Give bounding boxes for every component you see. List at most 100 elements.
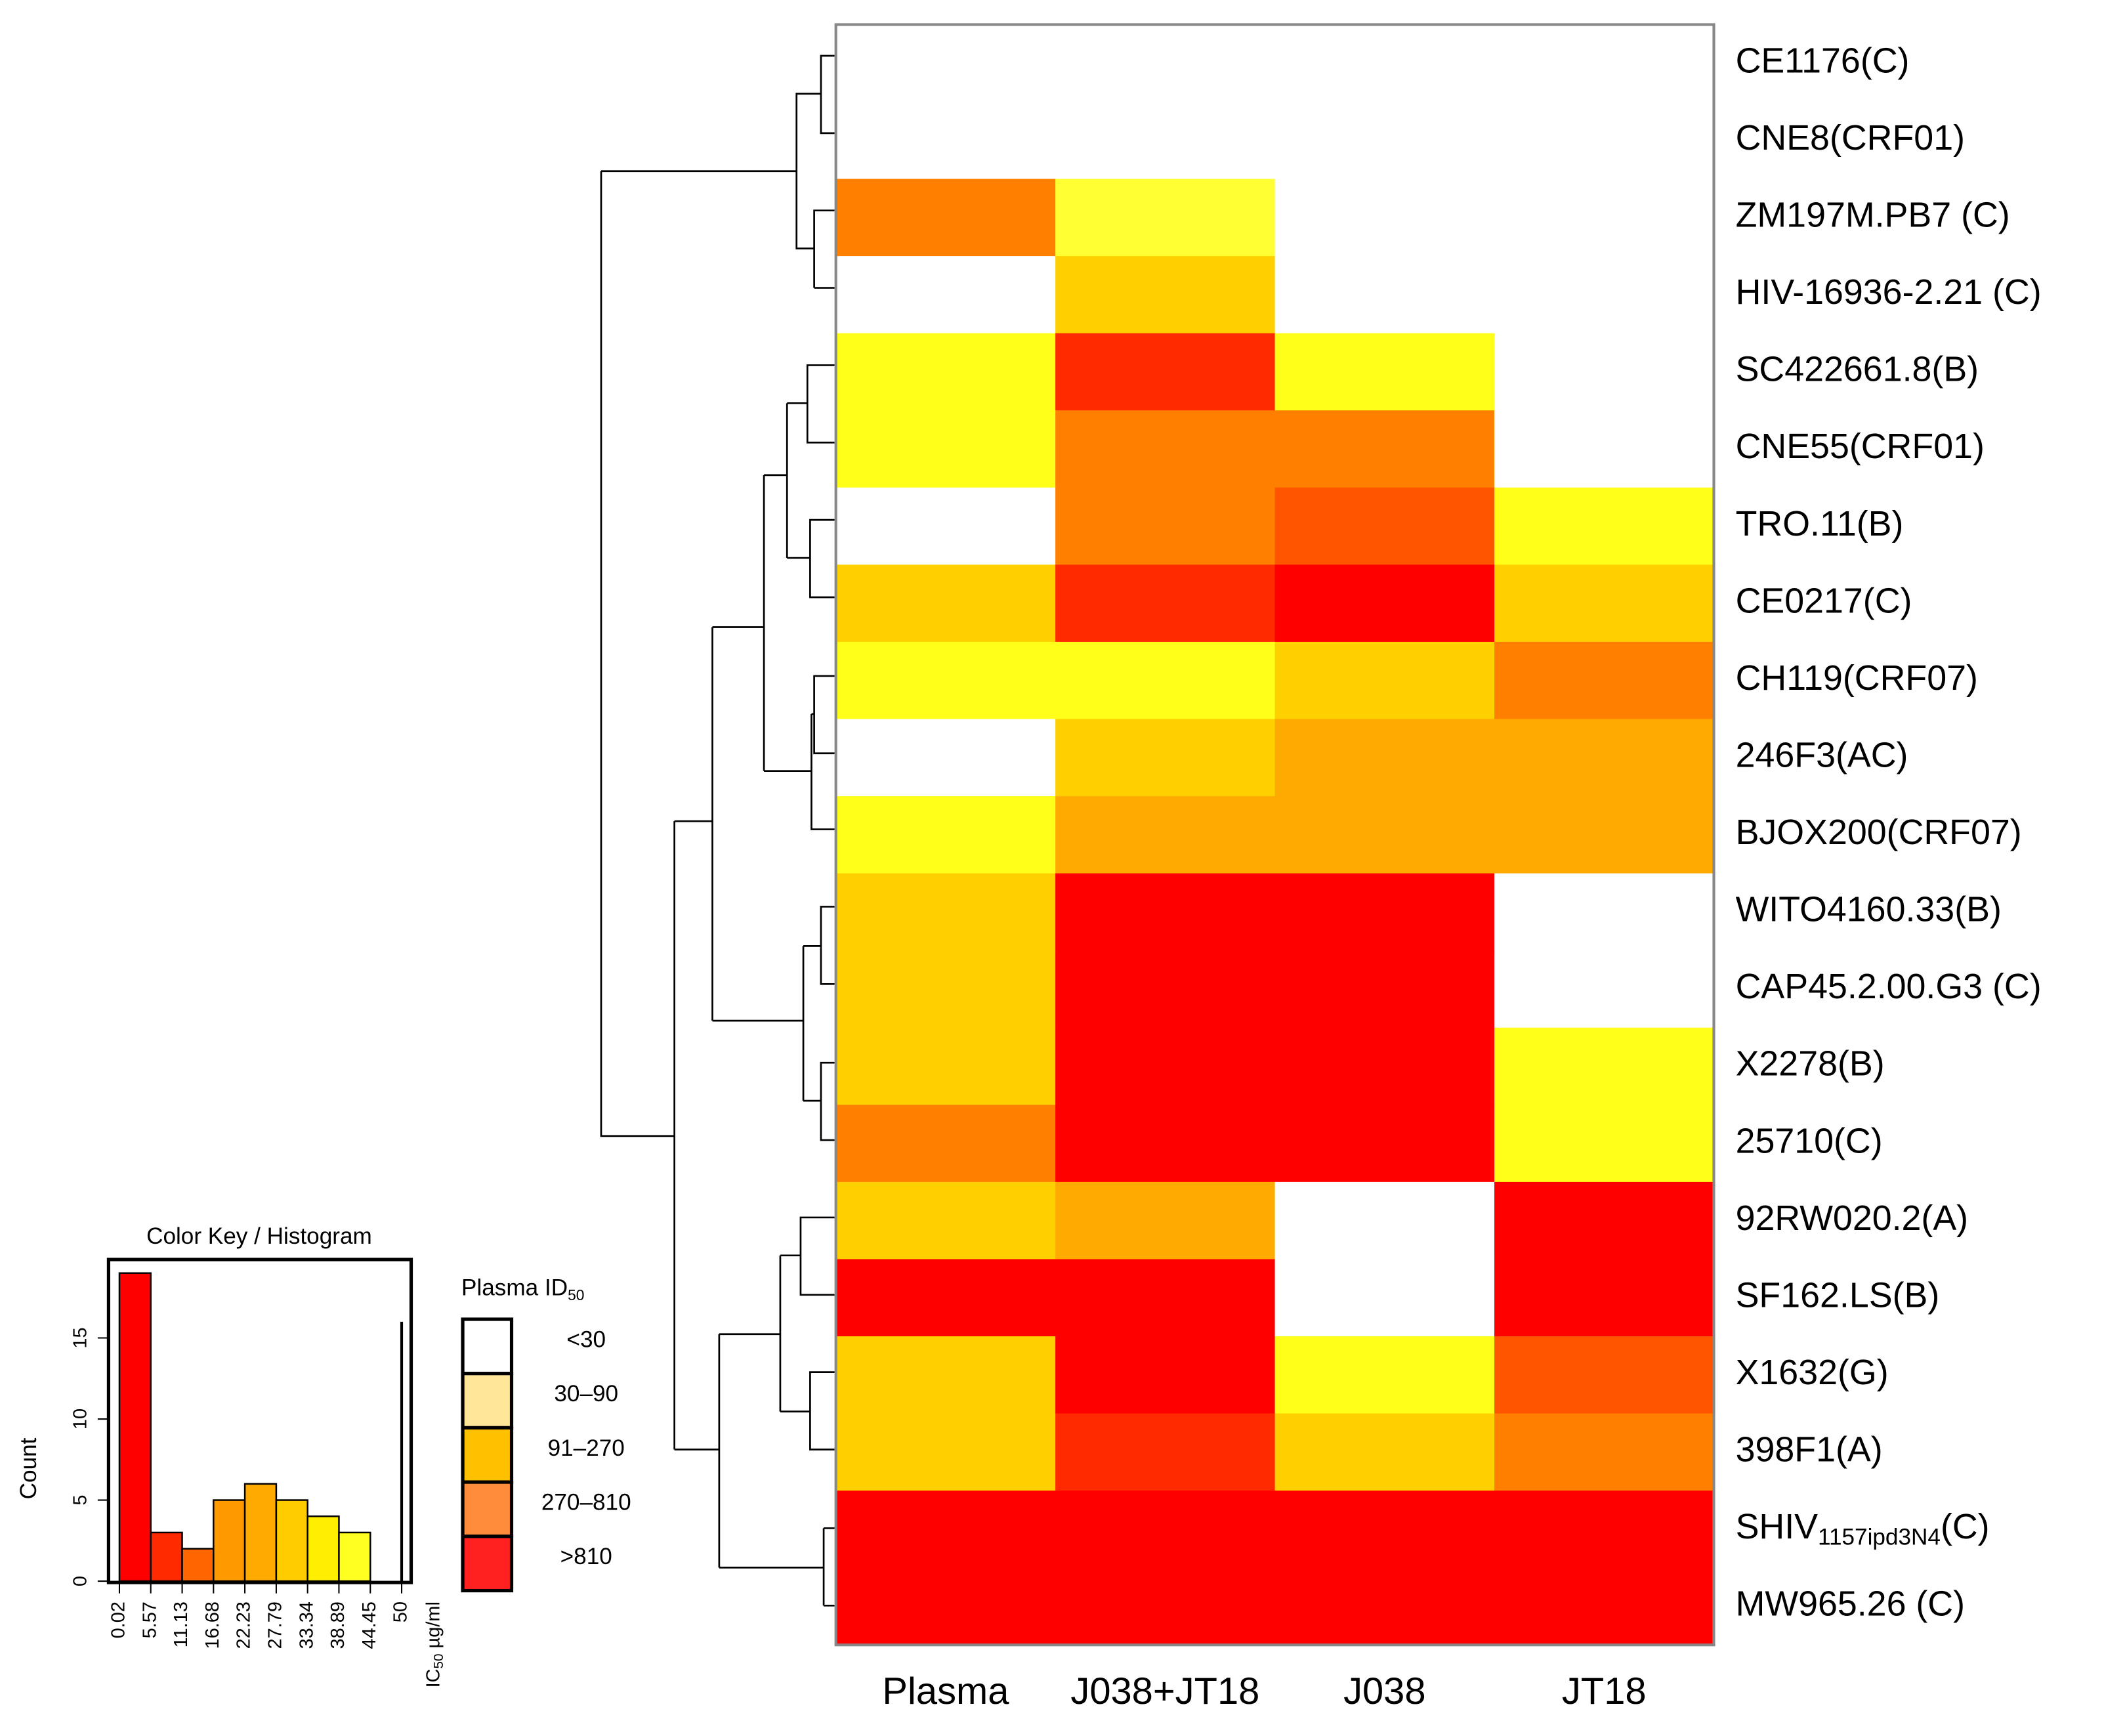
heatmap-cell bbox=[835, 796, 1057, 874]
heatmap-cell bbox=[1055, 101, 1276, 180]
heatmap-cell bbox=[1055, 796, 1276, 874]
heatmap-cell bbox=[1055, 1105, 1276, 1183]
row-label-after: (C) bbox=[1941, 1507, 1990, 1546]
row-label: X1632(G) bbox=[1736, 1353, 1889, 1392]
x-tick-label: 0.02 bbox=[108, 1601, 129, 1638]
x-tick-label: 22.23 bbox=[234, 1601, 255, 1649]
heatmap-cell bbox=[1055, 24, 1276, 103]
x-tick-label: 5.57 bbox=[139, 1601, 160, 1638]
row-label: 246F3(AC) bbox=[1736, 735, 1908, 774]
heatmap-cell bbox=[1494, 1413, 1715, 1492]
legend-label: <30 bbox=[566, 1326, 606, 1352]
x-axis-title-sub: 50 bbox=[431, 1653, 446, 1668]
heatmap-cell bbox=[1494, 256, 1715, 334]
legend-label: 30–90 bbox=[554, 1381, 618, 1407]
legend: Plasma ID50 <30 30–90 91–270 270–810 >810 bbox=[461, 1275, 631, 1593]
heatmap-cell bbox=[1055, 410, 1276, 488]
heatmap-cell bbox=[835, 1336, 1057, 1414]
heatmap-cell bbox=[1494, 873, 1715, 952]
histogram-bar bbox=[150, 1531, 183, 1582]
heatmap-cell bbox=[1055, 873, 1276, 952]
row-label-text: SHIV bbox=[1736, 1507, 1819, 1546]
heatmap-cell bbox=[1494, 950, 1715, 1028]
heatmap-cell bbox=[1494, 796, 1715, 874]
row-label: CNE8(CRF01) bbox=[1736, 118, 1965, 158]
x-tick-label: 50 bbox=[390, 1601, 411, 1622]
heatmap-cell bbox=[1274, 1336, 1496, 1414]
row-label: CAP45.2.00.G3 (C) bbox=[1736, 967, 2042, 1006]
heatmap-cell bbox=[1055, 1413, 1276, 1492]
row-label: 25710(C) bbox=[1736, 1121, 1883, 1160]
heatmap-cell bbox=[835, 1259, 1057, 1338]
heatmap-cell bbox=[835, 564, 1057, 643]
heatmap-cell bbox=[1274, 1491, 1496, 1569]
heatmap-cell bbox=[1055, 179, 1276, 257]
dendrogram bbox=[600, 54, 835, 1607]
heatmap-cell bbox=[835, 1491, 1057, 1569]
heatmap-cell bbox=[1274, 873, 1496, 952]
heatmap-cell bbox=[1055, 1567, 1276, 1646]
heatmap-cell bbox=[1274, 719, 1496, 797]
heatmap-cell bbox=[1274, 1567, 1496, 1646]
heatmap-cell bbox=[835, 179, 1057, 257]
heatmap-cell bbox=[1274, 101, 1496, 180]
heatmap-cell bbox=[1274, 487, 1496, 566]
legend-title-sub: 50 bbox=[568, 1286, 584, 1303]
x-tick-label: 11.13 bbox=[171, 1601, 192, 1647]
row-label-sub: 1157ipd3N4 bbox=[1818, 1525, 1941, 1550]
histogram-title: Color Key / Histogram bbox=[146, 1223, 372, 1249]
heatmap-cell bbox=[835, 873, 1057, 952]
heatmap-cell bbox=[1494, 24, 1715, 103]
histogram-bar bbox=[275, 1499, 308, 1582]
heatmap-cell bbox=[1494, 1105, 1715, 1183]
heatmap-cell bbox=[835, 1181, 1057, 1260]
heatmap-cell bbox=[1494, 179, 1715, 257]
heatmap-cell bbox=[1494, 1567, 1715, 1646]
column-label: Plasma bbox=[882, 1670, 1009, 1712]
heatmap-cell bbox=[835, 487, 1057, 566]
heatmap-cell bbox=[1274, 641, 1496, 720]
heatmap-cell bbox=[835, 641, 1057, 720]
heatmap-cell bbox=[1274, 950, 1496, 1028]
heatmap-cell bbox=[1494, 719, 1715, 797]
heatmap-cell bbox=[1055, 1336, 1276, 1414]
column-label: J038+JT18 bbox=[1070, 1670, 1259, 1712]
histogram-bar bbox=[243, 1483, 278, 1582]
heatmap-cell bbox=[1055, 564, 1276, 643]
heatmap-cell bbox=[1274, 1259, 1496, 1338]
row-label: 92RW020.2(A) bbox=[1736, 1198, 1969, 1238]
column-label: J038 bbox=[1343, 1670, 1426, 1712]
heatmap: CE1176(C) CNE8(CRF01) ZM197M.PB7 (C) HIV-16… bbox=[834, 23, 2042, 1712]
row-label: ZM197M.PB7 (C) bbox=[1736, 196, 2010, 235]
x-axis-title-text: IC bbox=[423, 1668, 444, 1687]
heatmap-cell bbox=[1055, 1181, 1276, 1260]
row-label: CE0217(C) bbox=[1736, 581, 1912, 620]
heatmap-cell bbox=[1055, 1259, 1276, 1338]
heatmap-cell bbox=[835, 333, 1057, 412]
heatmap-cell bbox=[1055, 950, 1276, 1028]
heatmap-cell bbox=[1494, 564, 1715, 643]
histogram-bar bbox=[213, 1499, 246, 1582]
legend-label: >810 bbox=[560, 1544, 612, 1569]
row-label: BJOX200(CRF07) bbox=[1736, 813, 2022, 852]
histogram-bar bbox=[338, 1531, 371, 1582]
heatmap-cell bbox=[1274, 796, 1496, 874]
heatmap-cell bbox=[1494, 1259, 1715, 1338]
legend-swatch bbox=[461, 1426, 514, 1484]
x-tick-label: 27.79 bbox=[265, 1601, 286, 1649]
y-tick-label: 0 bbox=[70, 1576, 91, 1586]
y-tick-label: 15 bbox=[70, 1327, 91, 1348]
y-tick-label: 5 bbox=[70, 1495, 91, 1506]
row-label: SF162.LS(B) bbox=[1736, 1275, 1940, 1315]
heatmap-cell bbox=[1274, 1413, 1496, 1492]
heatmap-cell bbox=[1055, 719, 1276, 797]
heatmap-cell bbox=[835, 1105, 1057, 1183]
legend-swatch bbox=[461, 1317, 514, 1376]
heatmap-cell bbox=[1055, 333, 1276, 412]
legend-title-text: Plasma ID bbox=[461, 1275, 568, 1301]
heatmap-cell bbox=[835, 1413, 1057, 1492]
histogram-bar bbox=[306, 1515, 340, 1582]
legend-label: 91–270 bbox=[548, 1435, 625, 1461]
heatmap-cell bbox=[1055, 256, 1276, 334]
